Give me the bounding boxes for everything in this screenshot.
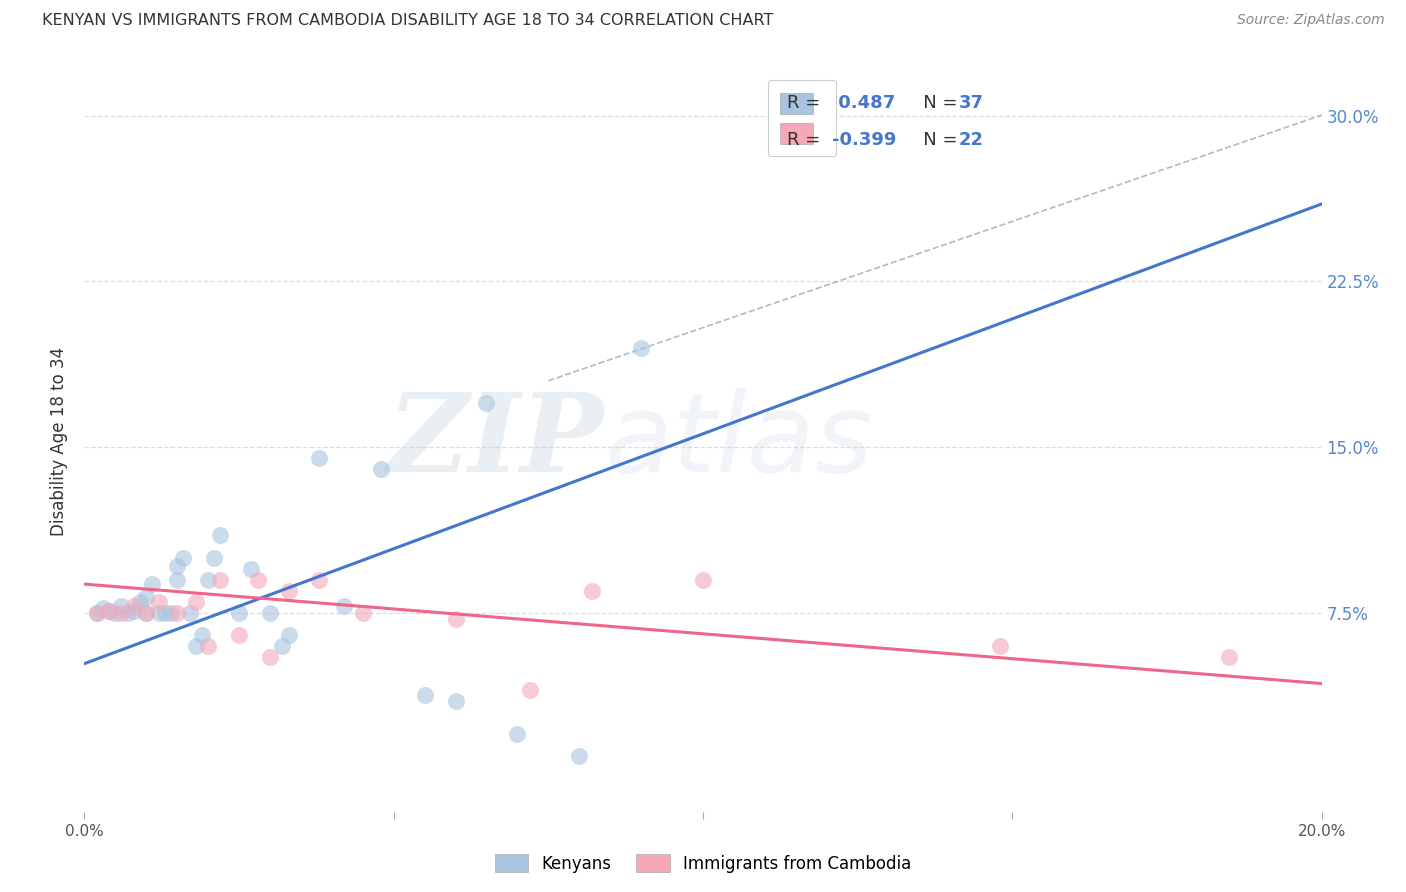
- Point: [166, 559, 188, 574]
- Text: N =: N =: [907, 131, 963, 149]
- Point: [91, 601, 114, 615]
- Text: R =: R =: [787, 131, 825, 149]
- Point: [129, 595, 152, 609]
- Text: ZIP: ZIP: [388, 388, 605, 495]
- Text: 0.487: 0.487: [832, 95, 896, 112]
- Point: [135, 606, 157, 620]
- Point: [172, 550, 194, 565]
- Text: N =: N =: [907, 95, 963, 112]
- Point: [692, 573, 714, 587]
- Point: [209, 573, 232, 587]
- Point: [444, 694, 467, 708]
- Point: [333, 599, 356, 614]
- Point: [209, 528, 232, 542]
- Point: [179, 606, 201, 620]
- Point: [86, 606, 108, 620]
- Point: [475, 396, 498, 410]
- Text: R =: R =: [787, 95, 825, 112]
- Point: [630, 341, 652, 355]
- Point: [581, 583, 603, 598]
- Point: [197, 573, 219, 587]
- Point: [141, 577, 163, 591]
- Point: [308, 451, 330, 466]
- Point: [197, 639, 219, 653]
- Point: [86, 606, 108, 620]
- Text: 22: 22: [959, 131, 983, 149]
- Point: [184, 639, 207, 653]
- Point: [277, 628, 299, 642]
- Point: [110, 606, 132, 620]
- Point: [166, 573, 188, 587]
- Point: [259, 650, 281, 665]
- Point: [259, 606, 281, 620]
- Point: [228, 628, 250, 642]
- Point: [413, 688, 436, 702]
- Point: [1218, 650, 1240, 665]
- Text: KENYAN VS IMMIGRANTS FROM CAMBODIA DISABILITY AGE 18 TO 34 CORRELATION CHART: KENYAN VS IMMIGRANTS FROM CAMBODIA DISAB…: [42, 13, 773, 29]
- Point: [110, 599, 132, 614]
- Point: [240, 561, 263, 575]
- Point: [122, 599, 145, 614]
- Point: [153, 606, 176, 620]
- Point: [228, 606, 250, 620]
- Point: [160, 606, 183, 620]
- Text: Source: ZipAtlas.com: Source: ZipAtlas.com: [1237, 13, 1385, 28]
- Point: [148, 595, 170, 609]
- Point: [246, 573, 269, 587]
- Y-axis label: Disability Age 18 to 34: Disability Age 18 to 34: [51, 347, 69, 536]
- Point: [519, 683, 541, 698]
- Point: [166, 606, 188, 620]
- Point: [277, 583, 299, 598]
- Point: [135, 591, 157, 605]
- Point: [117, 606, 139, 620]
- Point: [444, 612, 467, 626]
- Point: [271, 639, 294, 653]
- Legend: Kenyans, Immigrants from Cambodia: Kenyans, Immigrants from Cambodia: [488, 847, 918, 880]
- Point: [191, 628, 214, 642]
- Point: [370, 462, 392, 476]
- Point: [135, 606, 157, 620]
- Point: [148, 606, 170, 620]
- Point: [506, 727, 529, 741]
- Point: [308, 573, 330, 587]
- Text: -0.399: -0.399: [832, 131, 896, 149]
- Point: [122, 604, 145, 618]
- Point: [104, 606, 127, 620]
- Point: [352, 606, 374, 620]
- Text: 37: 37: [959, 95, 983, 112]
- Point: [988, 639, 1011, 653]
- Point: [568, 749, 591, 764]
- Point: [202, 550, 225, 565]
- Point: [98, 604, 121, 618]
- Point: [184, 595, 207, 609]
- Legend: , : ,: [768, 80, 837, 156]
- Text: atlas: atlas: [605, 388, 873, 495]
- Point: [98, 604, 121, 618]
